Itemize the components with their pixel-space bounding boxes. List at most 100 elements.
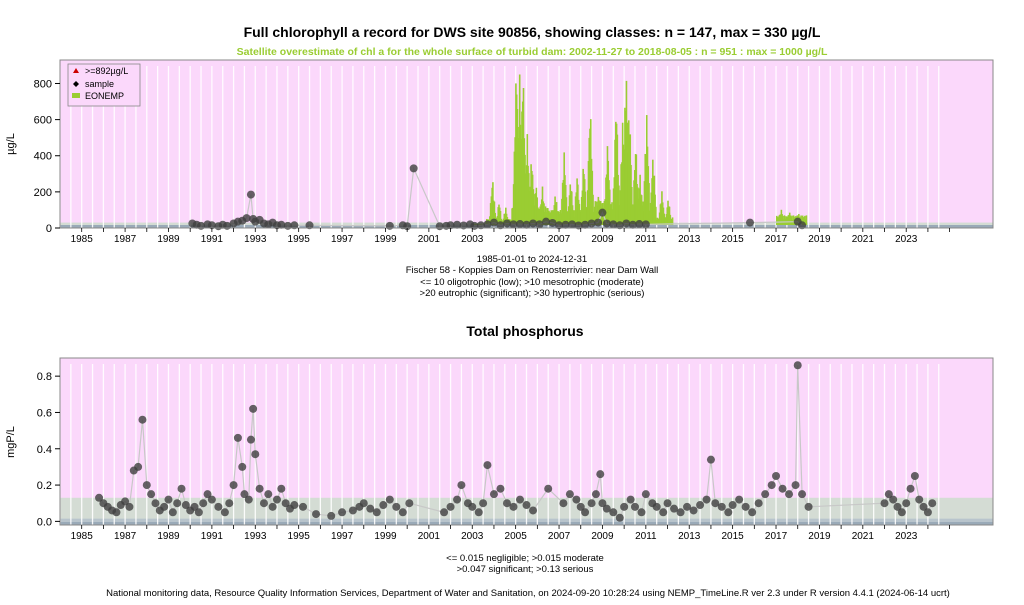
x-tick-label: 2021 xyxy=(852,531,875,542)
x-tick-label: 1997 xyxy=(331,234,354,245)
sample-point xyxy=(772,472,780,480)
sample-point xyxy=(277,485,285,493)
x-tick-label: 1991 xyxy=(201,531,224,542)
chlorophyll-panel: Full chlorophyll a record for DWS site 9… xyxy=(5,24,993,299)
sample-point xyxy=(338,508,346,516)
sample-point xyxy=(138,416,146,424)
sample-point xyxy=(410,164,418,172)
x-tick-label: 1987 xyxy=(114,531,137,542)
sample-point xyxy=(221,508,229,516)
sample-point xyxy=(147,490,155,498)
sample-point xyxy=(529,506,537,514)
x-tick-label: 2017 xyxy=(765,234,788,245)
sample-point xyxy=(642,490,650,498)
sample-point xyxy=(386,496,394,504)
sample-point xyxy=(631,503,639,511)
x-tick-label: 1999 xyxy=(374,234,397,245)
sample-point xyxy=(907,485,915,493)
sample-point xyxy=(125,503,133,511)
x-tick-label: 1987 xyxy=(114,234,137,245)
sample-point xyxy=(609,508,617,516)
sample-point xyxy=(475,508,483,516)
sample-point xyxy=(509,503,517,511)
sample-point xyxy=(805,503,813,511)
sample-point xyxy=(373,508,381,516)
x-tick-label: 2007 xyxy=(548,234,571,245)
sample-point xyxy=(735,496,743,504)
sample-point xyxy=(199,499,207,507)
sample-point xyxy=(581,508,589,516)
sample-point xyxy=(386,222,394,230)
x-tick-label: 1995 xyxy=(288,234,311,245)
y-tick-label: 600 xyxy=(34,115,52,127)
y-tick-label: 0.0 xyxy=(37,516,52,528)
x-tick-label: 1993 xyxy=(244,234,267,245)
sample-point xyxy=(724,508,732,516)
tp-note-1: <= 0.015 negligible; >0.015 moderate xyxy=(446,553,604,564)
y-tick-label: 0 xyxy=(46,223,52,235)
x-tick-label: 2023 xyxy=(895,234,918,245)
x-tick-label: 2009 xyxy=(591,531,614,542)
x-tick-label: 2001 xyxy=(418,531,441,542)
sample-point xyxy=(566,490,574,498)
sample-point xyxy=(703,496,711,504)
sample-point xyxy=(898,508,906,516)
chl-title: Full chlorophyll a record for DWS site 9… xyxy=(244,24,821,40)
sample-point xyxy=(483,461,491,469)
sample-point xyxy=(637,508,645,516)
sample-point xyxy=(785,490,793,498)
sample-point xyxy=(468,503,476,511)
x-tick-label: 1993 xyxy=(244,531,267,542)
x-tick-label: 2007 xyxy=(548,531,571,542)
sample-point xyxy=(677,508,685,516)
sample-point xyxy=(269,503,277,511)
sample-point xyxy=(160,503,168,511)
sample-point xyxy=(247,191,255,199)
x-tick-label: 2023 xyxy=(895,531,918,542)
legend-bar-icon xyxy=(72,93,80,98)
sample-point xyxy=(696,501,704,509)
sample-point xyxy=(453,496,461,504)
sample-point xyxy=(327,512,335,520)
y-tick-label: 400 xyxy=(34,151,52,163)
x-tick-label: 1989 xyxy=(157,234,180,245)
x-tick-label: 2015 xyxy=(722,234,745,245)
sample-point xyxy=(143,481,151,489)
y-tick-label: 800 xyxy=(34,78,52,90)
sample-point xyxy=(151,499,159,507)
sample-point xyxy=(729,501,737,509)
x-tick-label: 2003 xyxy=(461,234,484,245)
chl-legend: >=892µg/L sample EONEMP xyxy=(68,64,140,106)
sample-point xyxy=(792,481,800,489)
y-tick-label: 0.4 xyxy=(37,444,52,456)
sample-point xyxy=(718,503,726,511)
sample-point xyxy=(173,499,181,507)
sample-point xyxy=(915,496,923,504)
sample-point xyxy=(572,496,580,504)
sample-point xyxy=(399,508,407,516)
sample-point xyxy=(273,496,281,504)
x-tick-label: 1985 xyxy=(71,234,94,245)
x-tick-label: 2011 xyxy=(635,531,657,542)
sample-point xyxy=(924,508,932,516)
sample-point xyxy=(264,490,272,498)
chl-subtitle: Satellite overestimate of chl a for the … xyxy=(237,46,828,58)
chl-legend-label-eonemp: EONEMP xyxy=(85,91,124,101)
x-tick-label: 2015 xyxy=(722,531,745,542)
sample-point xyxy=(299,503,307,511)
sample-point xyxy=(620,503,628,511)
sample-point xyxy=(707,456,715,464)
sample-point xyxy=(642,220,650,228)
sample-point xyxy=(249,405,257,413)
sample-point xyxy=(690,506,698,514)
sample-point xyxy=(902,499,910,507)
sample-point xyxy=(447,503,455,511)
sample-point xyxy=(479,499,487,507)
sample-point xyxy=(251,450,259,458)
sample-point xyxy=(112,508,120,516)
sample-point xyxy=(225,499,233,507)
